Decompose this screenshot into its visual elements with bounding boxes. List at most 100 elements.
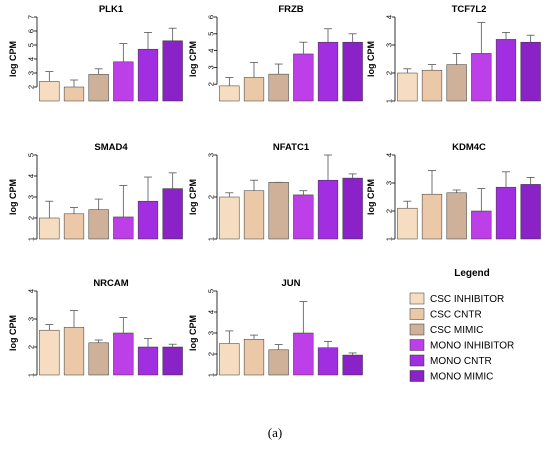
- bar-csc-inhibitor: [219, 196, 240, 240]
- legend: Legend CSC INHIBITOR CSC CNTR CSC MIMIC MON…: [409, 268, 514, 383]
- y-tick-label: 3: [207, 153, 216, 157]
- chart-kdm4c: KDM4C log CPM 1 2 3 4: [366, 142, 541, 241]
- legend-swatch: [409, 354, 425, 367]
- y-tick-label: 1: [207, 237, 216, 241]
- bar-csc-mimic: [446, 64, 467, 102]
- bar-csc-cntr: [63, 86, 85, 102]
- chart-nrcam: NRCAM log CPM 1 2 3 4: [8, 278, 183, 377]
- bar-mono-inhibitor: [293, 194, 314, 240]
- chart-title-nrcam: NRCAM: [93, 278, 128, 289]
- bar-mono-mimic: [162, 188, 183, 240]
- bar-mono-cntr: [137, 346, 159, 376]
- y-tick-label: 4: [27, 174, 36, 178]
- y-tick-label: 6: [207, 15, 216, 19]
- y-axis-label-jun: log CPM: [188, 315, 198, 351]
- legend-label: CSC CNTR: [430, 310, 482, 321]
- y-tick-label: 2: [27, 216, 36, 220]
- bar-mono-mimic: [342, 41, 363, 102]
- chart-jun: JUN log CPM 1 2 3 4 5: [188, 278, 363, 377]
- bar-mono-cntr: [495, 39, 517, 102]
- y-tick-label: 5: [207, 32, 216, 36]
- y-tick-label: 1: [385, 237, 394, 241]
- y-tick-label: 2: [385, 71, 394, 75]
- chart-frzb: FRZB log CPM 2 3 4 5 6: [188, 4, 363, 102]
- bar-csc-cntr: [63, 327, 85, 376]
- chart-nfatc1: NFATC1 log CPM 1 2 3: [188, 142, 363, 241]
- legend-entry-csc-cntr: CSC CNTR: [409, 308, 482, 321]
- y-tick-label: 5: [27, 43, 36, 47]
- chart-panels: PLK1 log CPM 2 3 4 5 6 7 FRZB log CPM 2 3 4 5 6 TCF7L2 l…: [8, 4, 541, 377]
- y-tick-label: 3: [27, 71, 36, 75]
- bar-csc-mimic: [268, 349, 289, 376]
- chart-plk1: PLK1 log CPM 2 3 4 5 6 7: [8, 4, 183, 102]
- bar-csc-cntr: [421, 69, 443, 102]
- chart-title-tcf7l2: TCF7L2: [452, 4, 487, 15]
- y-axis-label-nrcam: log CPM: [8, 315, 18, 351]
- legend-swatch: [409, 292, 425, 305]
- bar-csc-mimic: [446, 192, 467, 240]
- bar-csc-mimic: [268, 73, 289, 102]
- chart-smad4: SMAD4 log CPM 1 2 3 4 5: [8, 142, 183, 241]
- legend-label: MONO MIMIC: [430, 372, 493, 383]
- y-tick-label: 1: [27, 237, 36, 241]
- bar-mono-inhibitor: [293, 53, 314, 102]
- y-axis-label-tcf7l2: log CPM: [366, 41, 376, 77]
- y-tick-label: 4: [207, 49, 216, 53]
- bar-csc-inhibitor: [397, 72, 418, 102]
- legend-items: CSC INHIBITOR CSC CNTR CSC MIMIC MONO INHIB…: [409, 292, 514, 383]
- bar-csc-mimic: [268, 182, 289, 240]
- bar-csc-cntr: [243, 190, 265, 240]
- bar-mono-inhibitor: [471, 210, 492, 240]
- y-tick-label: 2: [27, 85, 36, 89]
- y-tick-label: 2: [207, 195, 216, 199]
- y-axis-label-nfatc1: log CPM: [188, 179, 198, 215]
- y-tick-label: 3: [27, 195, 36, 199]
- bar-mono-cntr: [137, 48, 159, 102]
- bar-csc-cntr: [63, 213, 85, 240]
- chart-title-frzb: FRZB: [278, 4, 303, 15]
- legend-entry-mono-inhibitor: MONO INHIBITOR: [409, 339, 514, 352]
- bar-csc-inhibitor: [39, 217, 60, 240]
- legend-label: CSC INHIBITOR: [430, 294, 504, 305]
- bar-csc-mimic: [88, 74, 109, 102]
- y-tick-label: 7: [27, 15, 36, 19]
- y-tick-label: 1: [27, 373, 36, 377]
- figure-label: (a): [268, 425, 282, 440]
- y-tick-label: 1: [207, 373, 216, 377]
- legend-label: MONO INHIBITOR: [430, 341, 514, 352]
- legend-entry-mono-cntr: MONO CNTR: [409, 354, 492, 367]
- bar-mono-cntr: [317, 347, 339, 376]
- bar-mono-inhibitor: [471, 53, 492, 102]
- y-tick-label: 4: [385, 153, 394, 157]
- y-axis-label-plk1: log CPM: [8, 41, 18, 77]
- bar-mono-mimic: [342, 354, 363, 376]
- y-tick-label: 3: [27, 317, 36, 321]
- bar-mono-inhibitor: [113, 216, 134, 240]
- bar-csc-mimic: [88, 342, 109, 376]
- y-axis-label-kdm4c: log CPM: [366, 179, 376, 215]
- y-tick-label: 5: [207, 289, 216, 293]
- bar-csc-inhibitor: [219, 343, 240, 376]
- legend-swatch: [409, 323, 425, 336]
- bar-mono-mimic: [520, 41, 541, 102]
- legend-entry-mono-mimic: MONO MIMIC: [409, 370, 493, 383]
- y-tick-label: 3: [207, 331, 216, 335]
- y-tick-label: 4: [207, 310, 216, 314]
- y-tick-label: 2: [385, 209, 394, 213]
- chart-title-jun: JUN: [281, 278, 300, 289]
- bar-csc-cntr: [243, 339, 265, 376]
- bar-mono-cntr: [137, 200, 159, 240]
- bar-mono-cntr: [317, 179, 339, 240]
- chart-title-smad4: SMAD4: [94, 142, 128, 153]
- y-tick-label: 5: [27, 153, 36, 157]
- bar-csc-inhibitor: [39, 329, 60, 376]
- y-tick-label: 4: [385, 15, 394, 19]
- y-tick-label: 2: [27, 345, 36, 349]
- bar-mono-inhibitor: [113, 332, 134, 376]
- chart-tcf7l2: TCF7L2 log CPM 1 2 3 4: [366, 4, 541, 103]
- bar-mono-mimic: [520, 184, 541, 240]
- bar-mono-mimic: [162, 346, 183, 376]
- bar-csc-inhibitor: [39, 81, 60, 102]
- bar-csc-cntr: [243, 77, 265, 102]
- legend-label: MONO CNTR: [430, 356, 492, 367]
